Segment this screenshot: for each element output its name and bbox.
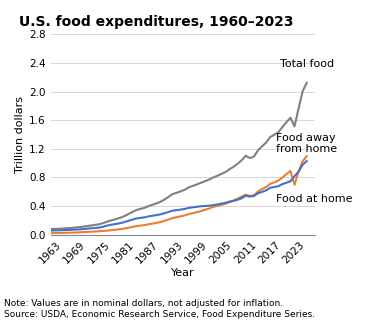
Text: Food at home: Food at home [276, 194, 353, 204]
Text: U.S. food expenditures, 1960–2023: U.S. food expenditures, 1960–2023 [19, 15, 293, 29]
Text: Note: Values are in nominal dollars, not adjusted for inflation.
Source: USDA, E: Note: Values are in nominal dollars, not… [4, 299, 315, 319]
Text: Food away
from home: Food away from home [276, 133, 337, 154]
Y-axis label: Trillion dollars: Trillion dollars [15, 96, 25, 173]
Text: Total food: Total food [280, 59, 334, 69]
X-axis label: Year: Year [171, 268, 195, 278]
